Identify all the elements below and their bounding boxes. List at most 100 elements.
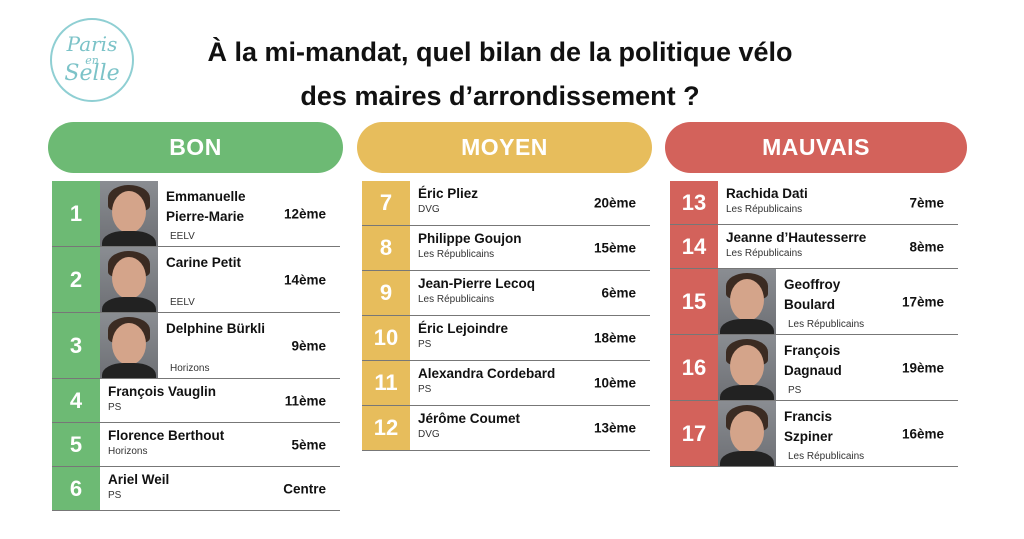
column-header-bon: BON	[48, 122, 343, 173]
rank-number: 7	[362, 181, 410, 225]
rank-number: 11	[362, 361, 410, 405]
list-item: 4 François Vauglin PS 11ème	[52, 379, 340, 423]
rank-number: 13	[670, 181, 718, 224]
portrait-photo	[718, 401, 776, 466]
mayor-info: Jeanne d’Hautesserre Les Républicains 8è…	[718, 225, 958, 268]
rank-number: 10	[362, 316, 410, 360]
rank-number: 5	[52, 423, 100, 466]
ranking-list-moyen: 7 Éric Pliez DVG 20ème 8 Philippe Goujon…	[362, 181, 650, 451]
portrait-photo	[100, 247, 158, 312]
paris-en-selle-logo: Paris en Selle	[50, 18, 134, 102]
ranking-list-mauvais: 13 Rachida Dati Les Républicains 7ème 14…	[670, 181, 958, 467]
mayor-info: Emmanuelle Pierre-Marie EELV 12ème	[158, 181, 340, 246]
ranking-list-bon: 1 Emmanuelle Pierre-Marie EELV 12ème 2 C…	[52, 181, 340, 511]
arrondissement-label: 16ème	[901, 426, 944, 441]
arrondissement-label: 15ème	[593, 240, 636, 256]
mayor-info: Delphine Bürkli Horizons 9ème	[158, 313, 340, 378]
list-item: 5 Florence Berthout Horizons 5ème	[52, 423, 340, 467]
party-label: PS	[418, 384, 432, 395]
list-item: 12 Jérôme Coumet DVG 13ème	[362, 406, 650, 451]
portrait-photo	[100, 313, 158, 378]
rank-number: 9	[362, 271, 410, 315]
mayor-name: Rachida Dati	[726, 186, 808, 201]
rank-number: 1	[52, 181, 100, 246]
list-item: 1 Emmanuelle Pierre-Marie EELV 12ème	[52, 181, 340, 247]
party-label: EELV	[170, 297, 195, 308]
party-label: PS	[418, 339, 432, 350]
page-title: À la mi-mandat, quel bilan de la politiq…	[160, 30, 840, 118]
list-item: 9 Jean-Pierre Lecoq Les Républicains 6èm…	[362, 271, 650, 316]
arrondissement-label: 9ème	[291, 338, 326, 353]
party-label: Les Républicains	[726, 204, 803, 215]
list-item: 3 Delphine Bürkli Horizons 9ème	[52, 313, 340, 379]
arrondissement-label: Centre	[283, 481, 326, 496]
party-label: Les Républicains	[788, 451, 865, 462]
mayor-name: Delphine Bürkli	[166, 321, 266, 336]
mayor-info: Philippe Goujon Les Républicains 15ème	[410, 226, 650, 270]
party-label: Horizons	[108, 446, 148, 457]
arrondissement-label: 19ème	[901, 360, 944, 375]
mayor-info: Alexandra Cordebard PS 10ème	[410, 361, 650, 405]
mayor-info: Jean-Pierre Lecoq Les Républicains 6ème	[410, 271, 650, 315]
party-label: Les Républicains	[726, 248, 803, 259]
arrondissement-label: 10ème	[593, 375, 636, 391]
mayor-name: Jean-Pierre Lecoq	[418, 276, 536, 291]
arrondissement-label: 6ème	[601, 285, 636, 301]
portrait-photo	[718, 335, 776, 400]
list-item: 16 François Dagnaud PS 19ème	[670, 335, 958, 401]
mayor-info: Ariel Weil PS Centre	[100, 467, 340, 510]
rank-number: 6	[52, 467, 100, 510]
mayor-info: François Dagnaud PS 19ème	[776, 335, 958, 400]
list-item: 8 Philippe Goujon Les Républicains 15ème	[362, 226, 650, 271]
rank-number: 12	[362, 406, 410, 450]
mayor-name: Éric Lejoindre	[418, 321, 509, 336]
mayor-name: François Dagnaud	[784, 343, 842, 378]
party-label: PS	[788, 385, 802, 396]
list-item: 13 Rachida Dati Les Républicains 7ème	[670, 181, 958, 225]
list-item: 2 Carine Petit EELV 14ème	[52, 247, 340, 313]
party-label: DVG	[418, 204, 440, 215]
rank-number: 4	[52, 379, 100, 422]
list-item: 15 Geoffroy Boulard Les Républicains 17è…	[670, 269, 958, 335]
mayor-info: Rachida Dati Les Républicains 7ème	[718, 181, 958, 224]
mayor-info: Geoffroy Boulard Les Républicains 17ème	[776, 269, 958, 334]
column-header-moyen: MOYEN	[357, 122, 652, 173]
arrondissement-label: 18ème	[593, 330, 636, 346]
column-header-mauvais: MAUVAIS	[665, 122, 967, 173]
rank-number: 16	[670, 335, 718, 400]
mayor-name: Ariel Weil	[108, 472, 170, 487]
arrondissement-label: 13ème	[593, 420, 636, 436]
mayor-name: Carine Petit	[166, 255, 242, 270]
rank-number: 14	[670, 225, 718, 268]
party-label: EELV	[170, 231, 195, 242]
party-label: DVG	[418, 429, 440, 440]
mayor-name: Éric Pliez	[418, 186, 479, 201]
arrondissement-label: 17ème	[901, 294, 944, 309]
arrondissement-label: 8ème	[909, 239, 944, 254]
arrondissement-label: 11ème	[284, 393, 326, 408]
list-item: 14 Jeanne d’Hautesserre Les Républicains…	[670, 225, 958, 269]
portrait-photo	[100, 181, 158, 246]
party-label: Les Républicains	[418, 294, 495, 305]
mayor-name: Florence Berthout	[108, 428, 225, 443]
rank-number: 3	[52, 313, 100, 378]
mayor-info: Jérôme Coumet DVG 13ème	[410, 406, 650, 450]
list-item: 17 Francis Szpiner Les Républicains 16èm…	[670, 401, 958, 467]
arrondissement-label: 14ème	[283, 272, 326, 287]
title-line: des maires d’arrondissement ?	[300, 81, 700, 111]
logo-text: Selle	[64, 61, 120, 86]
list-item: 11 Alexandra Cordebard PS 10ème	[362, 361, 650, 406]
mayor-info: Francis Szpiner Les Républicains 16ème	[776, 401, 958, 466]
list-item: 7 Éric Pliez DVG 20ème	[362, 181, 650, 226]
mayor-name: Alexandra Cordebard	[418, 366, 556, 381]
party-label: PS	[108, 402, 122, 413]
mayor-info: Carine Petit EELV 14ème	[158, 247, 340, 312]
mayor-name: Emmanuelle Pierre-Marie	[166, 189, 246, 224]
party-label: Horizons	[170, 363, 210, 374]
mayor-name: Jérôme Coumet	[418, 411, 521, 426]
rank-number: 8	[362, 226, 410, 270]
logo-text: Paris	[66, 32, 118, 56]
party-label: Les Républicains	[788, 319, 865, 330]
portrait-photo	[718, 269, 776, 334]
mayor-name: Philippe Goujon	[418, 231, 522, 246]
